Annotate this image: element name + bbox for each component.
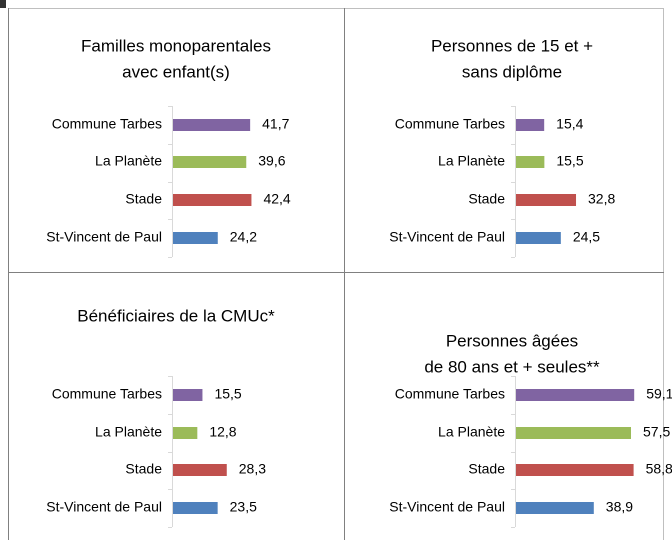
bar <box>516 464 634 476</box>
category-label: La Planète <box>438 424 505 440</box>
value-label: 32,8 <box>588 191 615 207</box>
bar <box>516 502 594 514</box>
category-label: Commune Tarbes <box>395 116 505 132</box>
category-label: La Planète <box>438 153 505 169</box>
value-label: 57,5 <box>643 424 670 440</box>
bar <box>173 156 247 168</box>
category-label: Commune Tarbes <box>52 386 162 402</box>
value-label: 28,3 <box>239 461 266 477</box>
bar <box>516 119 545 131</box>
chart-title: Personnes âgées <box>446 331 578 350</box>
category-label: Stade <box>468 191 505 207</box>
bar <box>516 389 635 401</box>
category-label: St-Vincent de Paul <box>389 499 505 515</box>
value-label: 23,5 <box>230 499 257 515</box>
category-label: La Planète <box>95 424 162 440</box>
bar <box>173 464 227 476</box>
bar <box>516 427 631 439</box>
category-label: St-Vincent de Paul <box>389 229 505 245</box>
bar <box>516 194 577 206</box>
bar <box>173 194 252 206</box>
chart-title: sans diplôme <box>462 62 562 81</box>
bar <box>173 502 218 514</box>
value-label: 59,1 <box>646 386 672 402</box>
bar <box>173 232 218 244</box>
category-label: Commune Tarbes <box>395 386 505 402</box>
bar <box>173 427 198 439</box>
chart-title: Personnes de 15 et + <box>431 36 593 55</box>
value-label: 24,5 <box>573 229 600 245</box>
value-label: 42,4 <box>263 191 290 207</box>
header-mark <box>0 0 6 8</box>
value-label: 58,8 <box>646 461 672 477</box>
bar <box>173 389 203 401</box>
category-label: St-Vincent de Paul <box>46 229 162 245</box>
category-label: St-Vincent de Paul <box>46 499 162 515</box>
value-label: 24,2 <box>230 229 257 245</box>
category-label: Commune Tarbes <box>52 116 162 132</box>
value-label: 39,6 <box>258 153 285 169</box>
chart-title: de 80 ans et + seules** <box>424 357 600 376</box>
value-label: 15,5 <box>214 386 241 402</box>
bar <box>516 156 545 168</box>
category-label: Stade <box>125 461 162 477</box>
value-label: 41,7 <box>262 116 289 132</box>
chart-title: Bénéficiaires de la CMUc* <box>77 306 275 325</box>
value-label: 15,4 <box>556 116 583 132</box>
value-label: 38,9 <box>606 499 633 515</box>
value-label: 12,8 <box>209 424 236 440</box>
bar <box>173 119 251 131</box>
bar <box>516 232 561 244</box>
category-label: Stade <box>468 461 505 477</box>
category-label: La Planète <box>95 153 162 169</box>
value-label: 15,5 <box>556 153 583 169</box>
category-label: Stade <box>125 191 162 207</box>
chart-title: avec enfant(s) <box>122 62 230 81</box>
chart-title: Familles monoparentales <box>81 36 271 55</box>
